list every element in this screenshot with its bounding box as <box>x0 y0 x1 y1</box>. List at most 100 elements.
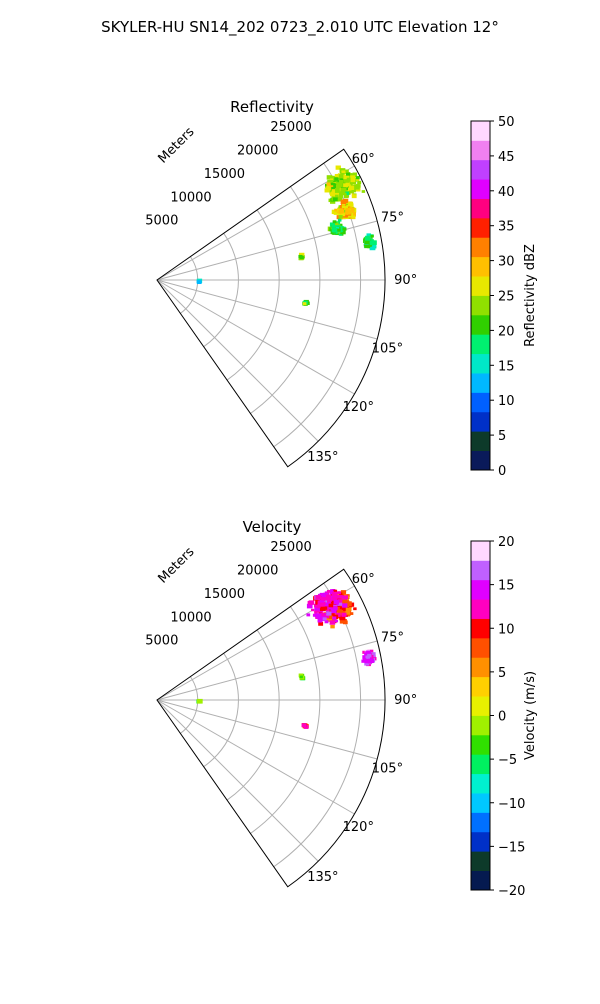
echo-field <box>196 165 377 306</box>
echo-gate <box>340 592 346 597</box>
echo-gate <box>370 652 376 657</box>
echo-gate <box>308 600 315 605</box>
colorbar: 0 5 10 15 20 25 30 35 40 45 50 Reflectivity dBZ <box>470 115 538 479</box>
echo-gate <box>350 175 356 180</box>
echo-gate <box>352 189 356 192</box>
echo-gate <box>323 606 328 610</box>
colorbar-swatch <box>471 373 490 393</box>
echo-gate <box>334 173 340 178</box>
echo-gate <box>338 595 343 599</box>
echo-gate <box>334 188 340 192</box>
echo-gate <box>329 182 335 188</box>
echo-gate <box>333 606 338 610</box>
echo-gate <box>350 212 356 217</box>
echo-gate <box>326 611 332 616</box>
echo-gate <box>343 178 350 183</box>
echo-gate <box>341 205 345 209</box>
echo-gate <box>355 176 360 180</box>
echo-gate <box>348 208 354 213</box>
echo-gate <box>324 188 330 193</box>
azimuth-tick-label: 90° <box>394 273 417 288</box>
echo-gate <box>346 179 353 184</box>
colorbar-tick-label: −15 <box>498 840 525 855</box>
azimuth-tick-label: 105° <box>372 342 403 357</box>
azimuth-tick-label: 120° <box>343 400 374 415</box>
range-tick-label: 25000 <box>270 540 311 555</box>
echo-gate <box>364 658 371 664</box>
echo-gate <box>301 723 307 728</box>
echo-gate <box>335 194 339 198</box>
echo-gate <box>319 600 325 604</box>
echo-gate <box>328 605 334 610</box>
colorbar-tick-label: −20 <box>498 884 525 899</box>
echo-gate <box>343 183 349 188</box>
echo-gate <box>355 178 360 182</box>
echo-gate <box>353 184 360 190</box>
echo-gate <box>340 191 345 195</box>
echo-gate <box>311 608 315 612</box>
azimuth-gridline <box>156 640 378 701</box>
range-tick-label: 20000 <box>237 144 278 159</box>
echo-gate <box>364 236 371 241</box>
colorbar-swatch <box>471 121 490 141</box>
echo-gate <box>329 590 334 595</box>
range-tick-label: 15000 <box>204 167 245 182</box>
echo-gate <box>353 607 357 611</box>
colorbar-swatch <box>471 696 490 716</box>
echo-gate <box>349 173 353 176</box>
echo-gate <box>299 675 303 679</box>
echo-gate <box>337 602 343 606</box>
echo-gate <box>328 603 334 608</box>
echo-gate <box>317 618 323 623</box>
echo-gate <box>319 606 326 611</box>
echo-gate <box>331 609 337 614</box>
colorbar-swatch <box>471 140 490 161</box>
azimuth-gridline <box>156 699 355 815</box>
echo-gate <box>369 245 376 251</box>
range-ring <box>226 209 280 381</box>
echo-gate <box>324 597 329 601</box>
echo-gate <box>338 174 344 179</box>
echo-gate <box>326 182 331 186</box>
echo-gate <box>337 197 343 202</box>
echo-gate <box>343 608 347 612</box>
colorbar-tick-label: 50 <box>498 115 515 130</box>
range-ring <box>226 629 280 801</box>
colorbar-swatch <box>471 411 490 432</box>
echo-gate <box>330 624 335 629</box>
echo-gate <box>331 189 336 192</box>
echo-gate <box>349 612 354 615</box>
range-tick-label: 10000 <box>170 190 211 205</box>
echo-gate <box>339 619 345 624</box>
echo-gate <box>351 215 356 219</box>
echo-gate <box>323 614 330 619</box>
echo-gate <box>330 589 334 592</box>
echo-gate <box>306 603 313 609</box>
echo-gate <box>326 616 333 622</box>
echo-gate <box>345 208 350 212</box>
echo-gate <box>340 188 346 193</box>
colorbar-tick-label: −10 <box>498 797 525 812</box>
colorbar-label: Reflectivity dBZ <box>523 244 538 347</box>
azimuth-tick-label: 60° <box>352 152 375 167</box>
echo-gate <box>314 607 319 611</box>
echo-gate <box>325 608 329 612</box>
echo-gate <box>337 599 343 603</box>
colorbar-swatch <box>471 353 490 374</box>
echo-gate <box>344 187 348 190</box>
azimuth-gridline <box>156 699 319 862</box>
colorbar-swatch <box>471 812 490 833</box>
colorbar-swatch <box>471 276 490 296</box>
azimuth-gridline <box>156 279 378 340</box>
echo-gate <box>345 210 351 215</box>
echo-gate <box>372 655 376 659</box>
colorbar-swatch <box>471 715 490 736</box>
echo-gate <box>320 596 326 601</box>
colorbar-swatch <box>471 159 490 180</box>
colorbar-swatch <box>471 773 490 794</box>
range-ring <box>250 186 321 414</box>
echo-gate <box>346 205 350 208</box>
range-tick-label: 25000 <box>270 120 311 135</box>
echo-gate <box>315 608 321 613</box>
echo-gate <box>335 184 342 189</box>
